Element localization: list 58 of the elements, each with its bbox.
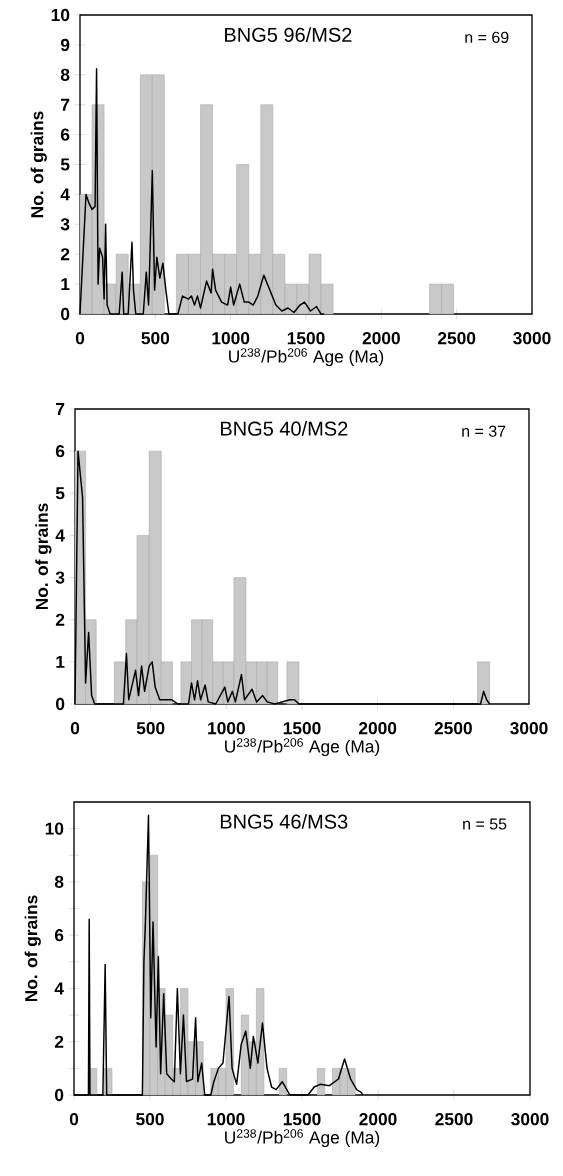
y-tick-label: 4	[55, 529, 65, 542]
x-tick-label: 500	[136, 1113, 164, 1126]
x-tick-label: 500	[141, 332, 170, 345]
x-tick-label: 3000	[510, 722, 548, 735]
y-tick-label: 8	[54, 875, 64, 889]
y-tick-label: 10	[51, 8, 70, 22]
y-tick-label: 6	[60, 128, 70, 141]
x-tick-label: 2000	[359, 1113, 397, 1126]
y-tick-label: 0	[55, 1088, 64, 1102]
y-tick-label: 0	[56, 697, 65, 711]
x-axis-title: U$^{238}$/Pb$^{206}$ Age (Ma)	[225, 1129, 380, 1148]
x-tick-label: 1000	[207, 1113, 245, 1126]
x-tick-label: 2500	[437, 332, 476, 345]
y-tick-label: 6	[55, 445, 65, 458]
y-tick-label: 0	[61, 307, 70, 321]
y-tick-label: 7	[61, 98, 70, 111]
y-tick-label: 8	[60, 68, 70, 81]
y-tick-label: 1	[61, 278, 70, 291]
chart-title: BNG5 46/MS3	[220, 814, 348, 829]
annotation: n = 69	[465, 31, 509, 43]
x-tick-label: 1000	[208, 722, 245, 735]
x-tick-label: 1500	[283, 722, 321, 735]
x-tick-label: 1500	[287, 332, 325, 345]
y-tick-label: 5	[60, 158, 70, 171]
y-tick-label: 9	[60, 38, 70, 52]
x-axis-title: U$^{238}$/Pb$^{206}$ Age (Ma)	[225, 738, 380, 757]
y-tick-label: 10	[45, 822, 64, 835]
y-tick-label: 1	[56, 655, 65, 668]
annotation: n = 37	[462, 425, 506, 437]
y-tick-label: 6	[54, 929, 64, 942]
y-tick-label: 2	[60, 248, 70, 261]
x-tick-label: 3000	[511, 1113, 549, 1126]
x-tick-label: 2000	[362, 332, 400, 345]
y-tick-label: 3	[60, 218, 70, 231]
x-tick-label: 3000	[513, 332, 551, 345]
y-tick-label: 5	[55, 487, 65, 500]
chart-title: BNG5 96/MS2	[225, 27, 352, 42]
x-tick-label: 1000	[212, 332, 250, 345]
x-tick-label: 500	[136, 722, 165, 735]
y-tick-label: 2	[54, 1035, 64, 1048]
chart-title: BNG5 40/MS2	[221, 421, 348, 436]
x-tick-label: 0	[75, 332, 85, 345]
x-axis-title: U$^{238}$/Pb$^{206}$ Age (Ma)	[229, 348, 384, 367]
x-tick-label: 0	[69, 1113, 79, 1126]
y-tick-label: 2	[55, 613, 65, 626]
y-tick-label: 7	[56, 403, 65, 415]
x-tick-label: 0	[70, 722, 80, 735]
y-axis-title: No. of grains	[35, 503, 52, 610]
x-tick-label: 2000	[358, 722, 397, 735]
annotation: n = 55	[463, 818, 507, 830]
x-tick-label: 2500	[435, 1113, 473, 1126]
y-axis-title: No. of grains	[30, 111, 47, 218]
x-tick-label: 2500	[434, 722, 472, 735]
y-tick-label: 4	[60, 188, 70, 201]
y-tick-label: 3	[55, 571, 65, 584]
y-axis-title: No. of grains	[24, 895, 41, 1002]
y-tick-label: 4	[54, 982, 64, 995]
x-tick-label: 1500	[283, 1113, 321, 1126]
